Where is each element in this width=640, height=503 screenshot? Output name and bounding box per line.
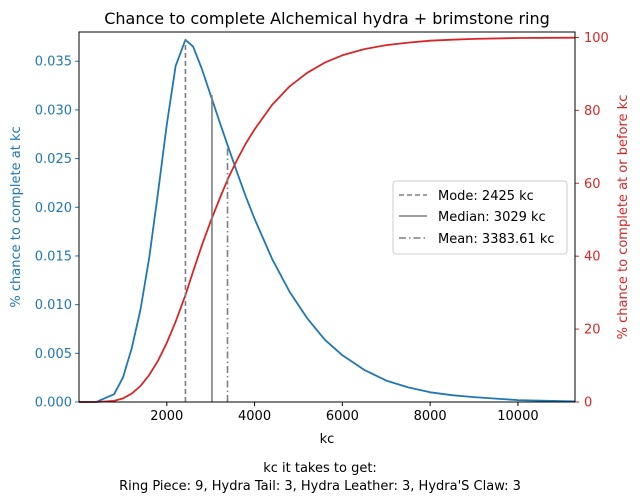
- y-right-tick-label: 0: [584, 396, 592, 411]
- y-right-tick-label: 40: [584, 250, 601, 265]
- x-tick-label: 8000: [414, 409, 447, 424]
- y-axis-label-left: % chance to complete at kc: [9, 126, 24, 307]
- plot-frame: [78, 31, 576, 403]
- y-axis-label-right: % chance to complete at or before kc: [616, 95, 631, 340]
- x-axis-label: kc: [320, 432, 335, 447]
- legend-median-label: Median: 3029 kc: [438, 210, 546, 225]
- y-left-tick-label: 0.020: [35, 201, 72, 216]
- legend-box: [392, 180, 568, 255]
- caption-line-2: Ring Piece: 9, Hydra Tail: 3, Hydra Leat…: [119, 479, 521, 494]
- chart-title: Chance to complete Alchemical hydra + br…: [104, 9, 550, 28]
- legend: Mode: 2425 kc Median: 3029 kc Mean: 3383…: [392, 180, 568, 255]
- y-left-tick-label: 0.015: [35, 249, 72, 264]
- caption-line-1: kc it takes to get:: [263, 461, 377, 476]
- y-left-tick-label: 0.000: [35, 396, 72, 411]
- plot-area: [78, 36, 576, 403]
- y-left-tick-label: 0.035: [35, 55, 72, 70]
- y-right-tick-label: 100: [584, 31, 609, 46]
- pmf-series-line: [78, 38, 576, 403]
- x-tick-label: 6000: [326, 409, 359, 424]
- y-left-tick-label: 0.010: [35, 298, 72, 313]
- y-left-tick-label: 0.005: [35, 347, 72, 362]
- x-tick-label: 4000: [238, 409, 271, 424]
- y-right-tick-label: 60: [584, 177, 601, 192]
- x-tick-label: 10000: [497, 409, 538, 424]
- y-right-tick-label: 80: [584, 104, 601, 119]
- cdf-series-line: [79, 36, 576, 403]
- y-left-tick-label: 0.030: [35, 103, 72, 118]
- y-right-tick-label: 20: [584, 323, 601, 338]
- legend-mean-label: Mean: 3383.61 kc: [438, 232, 555, 247]
- axis-ticks: 2000 4000 6000 8000 10000 0.000 0.005 0.010 0.01…: [35, 31, 609, 424]
- y-left-tick-label: 0.025: [35, 152, 72, 167]
- x-tick-label: 2000: [150, 409, 183, 424]
- chart: Chance to complete Alchemical hydra + br…: [9, 9, 631, 447]
- legend-mode-label: Mode: 2425 kc: [438, 189, 534, 204]
